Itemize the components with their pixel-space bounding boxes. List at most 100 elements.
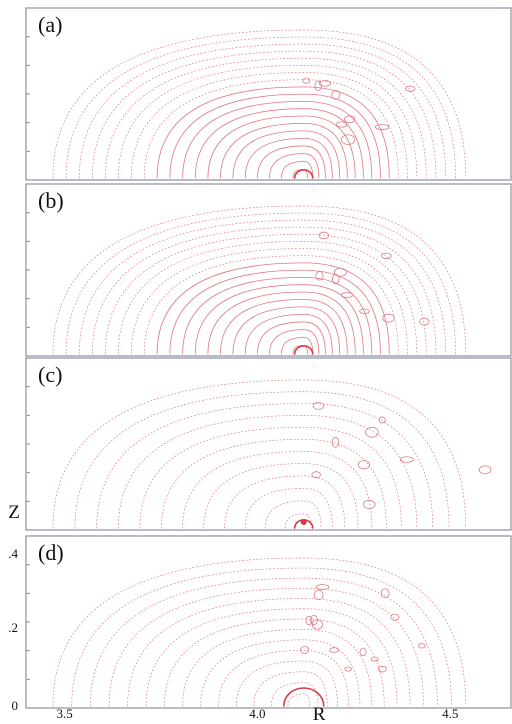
magnetic-island — [336, 121, 348, 128]
flux-surface — [232, 306, 341, 355]
magnetic-island — [343, 115, 356, 124]
flux-surface — [169, 269, 381, 355]
x-tick-label-3-5: 3.5 — [56, 706, 72, 721]
flux-surface — [257, 321, 326, 355]
magnetic-island — [302, 77, 311, 84]
magnetic-axis-core — [282, 687, 325, 707]
magnetic-island — [357, 460, 371, 470]
magnetic-island — [478, 465, 492, 475]
flux-surface — [105, 233, 427, 355]
magnetic-island — [374, 124, 390, 131]
magnetic-island — [318, 231, 330, 240]
x-axis-label: R — [313, 704, 326, 724]
flux-surface — [207, 115, 356, 179]
magnetic-island — [318, 80, 332, 87]
flux-surface — [143, 79, 399, 179]
flux-surface — [200, 639, 361, 707]
y-axis-label: Z — [8, 502, 20, 523]
flux-surface — [91, 226, 437, 355]
flux-surface — [108, 587, 424, 707]
flux-surfaces — [52, 557, 467, 707]
flux-surface — [280, 160, 314, 179]
magnetic-island — [399, 456, 414, 463]
magnetic-island — [313, 589, 324, 601]
flux-surface — [182, 451, 373, 529]
magnetic-island — [312, 402, 325, 410]
flux-surface — [232, 130, 341, 179]
magnetic-island — [418, 643, 426, 649]
flux-surface — [161, 438, 387, 529]
magnetic-island — [333, 267, 347, 277]
magnetic-island — [377, 665, 387, 673]
magnetic-island — [331, 436, 340, 448]
flux-surface — [194, 108, 364, 179]
flux-surface — [253, 671, 328, 707]
magnetic-island — [382, 313, 395, 323]
magnetic-island — [359, 647, 367, 657]
panel-c: (c) — [25, 357, 512, 531]
flux-surface — [65, 36, 457, 179]
magnetic-island — [381, 252, 392, 260]
flux-surface — [130, 248, 408, 355]
magnetic-island — [315, 271, 324, 281]
magnetic-island — [344, 666, 352, 672]
panel-label: (d) — [38, 540, 64, 565]
flux-surface — [244, 137, 333, 179]
flux-surface — [224, 475, 346, 529]
flux-surface — [78, 43, 447, 179]
panels-layer: (a) (b) (c) (d) — [25, 7, 512, 709]
flux-surfaces — [52, 205, 467, 355]
flux-surface — [287, 693, 311, 707]
x-tick-label-4-0: 4.0 — [249, 706, 265, 721]
magnetic-island — [380, 588, 390, 599]
magnetic-islands — [311, 402, 492, 509]
panel-frame — [25, 535, 512, 709]
flux-surface — [244, 487, 333, 529]
magnetic-island — [363, 499, 376, 509]
flux-surface — [284, 513, 312, 529]
y-tick-label-0: 0 — [12, 698, 19, 713]
magnetic-island — [390, 613, 400, 621]
flux-surfaces — [52, 29, 467, 179]
flux-surface — [90, 577, 438, 707]
magnetic-island — [359, 308, 370, 314]
flux-surface — [265, 500, 322, 529]
magnetic-island — [310, 615, 318, 626]
panel-b: (b) — [25, 183, 512, 357]
x-tick-label-4-5: 4.5 — [442, 706, 458, 721]
panel-frame — [25, 183, 512, 357]
flux-surface — [269, 329, 320, 355]
magnetic-island — [405, 85, 416, 92]
magnetic-islands — [302, 77, 416, 145]
magnetic-island — [370, 656, 379, 662]
flux-surface — [207, 291, 356, 355]
flux-surface — [169, 93, 381, 179]
flux-surface — [145, 608, 398, 707]
y-tick-label-0-2: .2 — [8, 620, 18, 635]
flux-surface — [269, 153, 320, 179]
flux-surface — [118, 241, 418, 355]
magnetic-axis-core — [293, 345, 314, 355]
flux-surface — [182, 629, 373, 707]
panel-a: (a) — [25, 7, 512, 181]
magnetic-island — [340, 292, 354, 298]
flux-surface — [96, 403, 434, 529]
flux-surface — [78, 219, 447, 355]
magnetic-islands — [300, 584, 426, 673]
flux-surface — [130, 72, 408, 179]
magnetic-island — [365, 426, 379, 438]
magnetic-island — [419, 317, 430, 326]
panel-d: (d) — [25, 535, 512, 709]
panel-label: (b) — [38, 188, 64, 213]
flux-surface — [194, 284, 364, 355]
magnetic-islands — [315, 231, 430, 326]
flux-surface — [156, 262, 390, 355]
flux-surface — [244, 313, 333, 355]
flux-surface — [156, 86, 390, 179]
flux-surface — [74, 391, 450, 529]
flux-surfaces — [52, 379, 467, 529]
flux-surface — [139, 426, 402, 529]
flux-surface — [220, 123, 348, 179]
magnetic-island — [329, 647, 340, 653]
magnetic-island — [315, 584, 330, 590]
